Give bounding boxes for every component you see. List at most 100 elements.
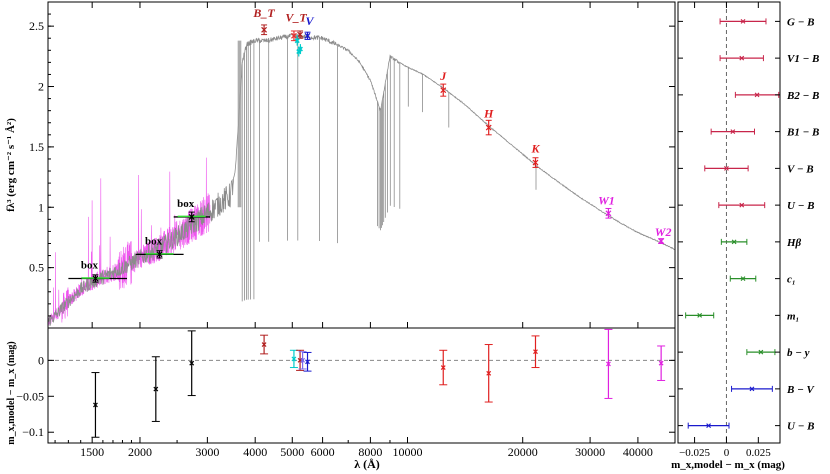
- color-xtick-label: 0: [724, 447, 730, 459]
- color-xtick-label: 0.025: [746, 447, 771, 459]
- residual-point: [303, 351, 312, 372]
- photometry-label: W2: [655, 225, 672, 239]
- residual-panel: −0.1 −0.05 0 1500 2000 3000 4000 5000 6000 8000 10…: [16, 327, 676, 459]
- photometry-marker: [188, 213, 195, 220]
- color-marker: [749, 386, 755, 392]
- residual-marker: [261, 342, 267, 347]
- photometry-label: box: [177, 198, 195, 210]
- color-row: Hβ: [678, 237, 802, 249]
- sed-frame: [47, 1, 676, 329]
- xtick-label: 2000: [128, 445, 152, 459]
- color-row-label: c₁: [787, 274, 796, 286]
- photometry-point: V_T: [285, 11, 307, 39]
- residual-ylabel: m_x,model − m_x (mag): [6, 341, 17, 444]
- residual-point: [531, 335, 540, 369]
- photometry-marker: [532, 159, 539, 166]
- residual-marker: [486, 370, 492, 376]
- xtick-label: 10000: [392, 445, 422, 459]
- color-marker: [706, 423, 712, 429]
- color-row: G − B: [678, 16, 814, 28]
- color-row-label: V1 − B: [787, 53, 819, 65]
- photometry-point: box: [68, 259, 128, 283]
- residual-ytick-label: 0: [38, 353, 44, 367]
- color-row: U − B: [678, 200, 814, 212]
- sed-ytick-label: 2.5: [29, 19, 44, 33]
- xtick-label: 8000: [358, 445, 382, 459]
- color-row: B1 − B: [678, 127, 819, 139]
- residual-point: [439, 349, 448, 386]
- residual-marker: [658, 360, 664, 366]
- color-row-label: G − B: [787, 16, 814, 28]
- photometry-point: W1: [598, 193, 615, 219]
- residual-point: [604, 328, 613, 399]
- sed-ylabel: fλ³ (erg cm⁻² s⁻¹ Å²): [5, 118, 17, 212]
- xtick-label: 20000: [508, 445, 538, 459]
- residual-xlabel: λ (Å): [354, 457, 380, 471]
- photometry-point: V: [304, 14, 315, 40]
- residual-ytick-label: −0.1: [22, 425, 44, 439]
- residual-marker: [606, 361, 611, 367]
- color-marker: [740, 276, 746, 282]
- sed-ytick-label: 1: [38, 200, 44, 214]
- photometry-marker: [92, 275, 99, 282]
- color-row-label: Hβ: [786, 237, 802, 249]
- photometry-label: box: [81, 259, 99, 271]
- color-row-label: B2 − B: [786, 90, 819, 102]
- photometry-label: V: [306, 14, 315, 28]
- color-row-label: b − y: [787, 347, 810, 359]
- color-marker: [724, 165, 729, 171]
- color-marker: [754, 92, 760, 98]
- color-row-label: U − B: [787, 421, 814, 433]
- xtick-label: 1500: [80, 445, 104, 459]
- photometry-label: W1: [598, 193, 615, 207]
- color-marker: [739, 55, 745, 61]
- residual-marker: [189, 360, 195, 366]
- residual-point: [91, 372, 100, 438]
- color-row: V − B: [678, 163, 814, 175]
- color-row-label: m₁: [787, 310, 799, 322]
- color-row-label: B − V: [786, 384, 816, 396]
- photometry-label: B_T: [252, 6, 275, 20]
- photometry-marker: [156, 251, 163, 258]
- residual-marker: [533, 349, 538, 355]
- photometry-point: H: [483, 107, 494, 136]
- photometry-marker: [658, 238, 665, 244]
- color-row: B − V: [678, 384, 816, 396]
- photometry-marker: [485, 124, 492, 131]
- color-marker: [740, 18, 746, 24]
- photometry-point: box: [173, 198, 211, 223]
- residual-marker: [291, 356, 297, 362]
- color-row: V1 − B: [678, 53, 819, 65]
- color-residual-panel: G − B V1 − B B2 − B B1 − B V − B U − B Hβ c₁ m₁ b…: [677, 1, 819, 459]
- xtick-label: 30000: [575, 445, 605, 459]
- residual-marker: [300, 357, 306, 363]
- photometry-point: K: [530, 142, 540, 168]
- sed-plot-area: [48, 33, 675, 326]
- sed-ytick-label: 0.5: [29, 261, 44, 275]
- photometry-point: J: [439, 69, 447, 97]
- residual-point: [298, 351, 307, 370]
- photometry-label: J: [439, 69, 447, 83]
- photometry-marker: [261, 26, 268, 33]
- residual-marker: [440, 365, 446, 370]
- color-frame: [677, 1, 781, 444]
- model-spectrum: [48, 33, 675, 326]
- balmer-jump-wall: [237, 40, 242, 208]
- photometry-label: V_T: [285, 11, 307, 25]
- residual-point: [187, 330, 196, 397]
- xtick-label: 3000: [195, 445, 219, 459]
- color-marker: [739, 202, 745, 208]
- sed-ytick-label: 1.5: [29, 140, 44, 154]
- color-row: c₁: [678, 274, 796, 286]
- residual-marker: [153, 386, 159, 392]
- xtick-label: 4000: [243, 445, 267, 459]
- photometry-point: [290, 30, 297, 42]
- residual-point: [484, 344, 493, 403]
- photometry-label: box: [145, 235, 163, 247]
- color-row-label: B1 − B: [786, 127, 819, 139]
- sed-ytick-label: 2: [38, 80, 44, 94]
- color-row-label: U − B: [787, 200, 814, 212]
- residual-point: [260, 334, 269, 355]
- photometry-point: B_T: [252, 6, 275, 36]
